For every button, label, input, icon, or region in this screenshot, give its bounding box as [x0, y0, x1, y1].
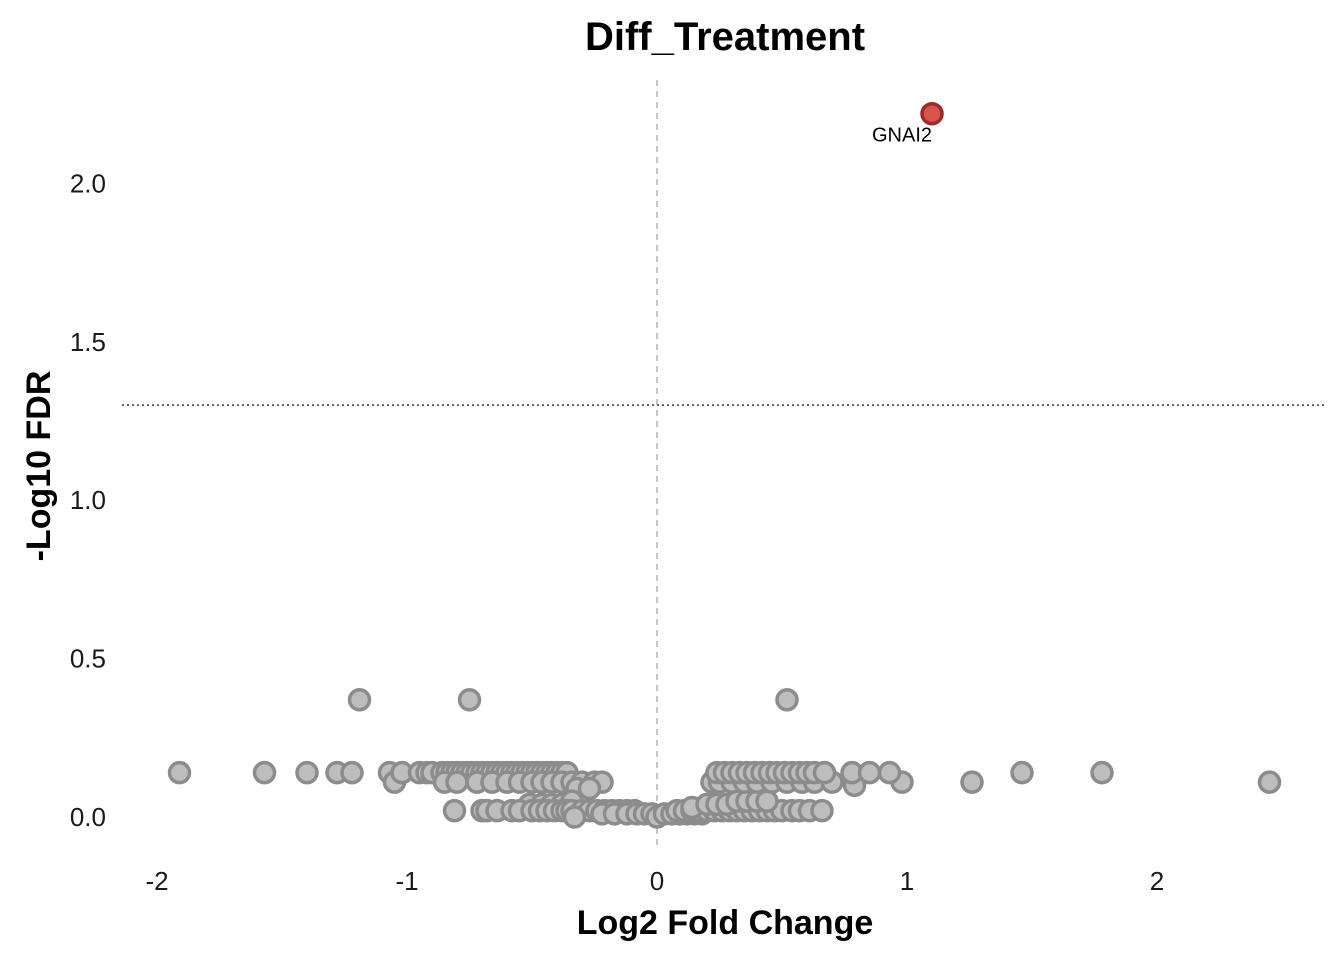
x-tick-label: 2 [1150, 866, 1164, 896]
data-point [1257, 770, 1282, 794]
data-point [340, 760, 364, 785]
data-point [810, 798, 834, 823]
data-point [167, 760, 192, 785]
x-axis-ticks: -2 -1 0 1 2 [145, 866, 1164, 896]
data-point [577, 776, 602, 801]
point-labels: GNAI2 [872, 125, 932, 147]
x-tick-label: -2 [145, 866, 168, 896]
y-axis-ticks: 0.0 0.5 1.0 1.5 2.0 [70, 168, 106, 832]
data-point [775, 688, 799, 712]
data-point [562, 805, 587, 829]
data-point [1090, 760, 1114, 785]
y-tick-label: 1.0 [70, 485, 106, 515]
data-point [442, 798, 467, 823]
data-point [857, 760, 882, 785]
y-tick-label: 2.0 [70, 168, 106, 198]
y-axis-title: -Log10 FDR [20, 371, 58, 562]
data-point [960, 770, 984, 794]
y-tick-label: 0.0 [70, 802, 106, 832]
y-tick-label: 1.5 [70, 327, 106, 357]
point-label: GNAI2 [872, 125, 932, 147]
data-point [295, 760, 319, 785]
y-tick-label: 0.5 [70, 644, 106, 674]
significant-point [920, 101, 944, 126]
x-axis-title: Log2 Fold Change [577, 904, 874, 942]
data-points [167, 101, 1282, 829]
chart-title: Diff_Treatment [585, 15, 865, 59]
x-tick-label: 1 [900, 866, 914, 896]
x-tick-label: 0 [650, 866, 664, 896]
data-point [445, 770, 469, 794]
plot-area: GNAI2 [122, 80, 1326, 850]
x-tick-label: -1 [395, 866, 418, 896]
data-point [812, 760, 837, 785]
data-point [347, 688, 372, 712]
data-point [1010, 760, 1034, 785]
data-point [457, 688, 482, 712]
data-point [877, 760, 902, 785]
data-point [755, 789, 779, 813]
data-point [252, 760, 277, 785]
